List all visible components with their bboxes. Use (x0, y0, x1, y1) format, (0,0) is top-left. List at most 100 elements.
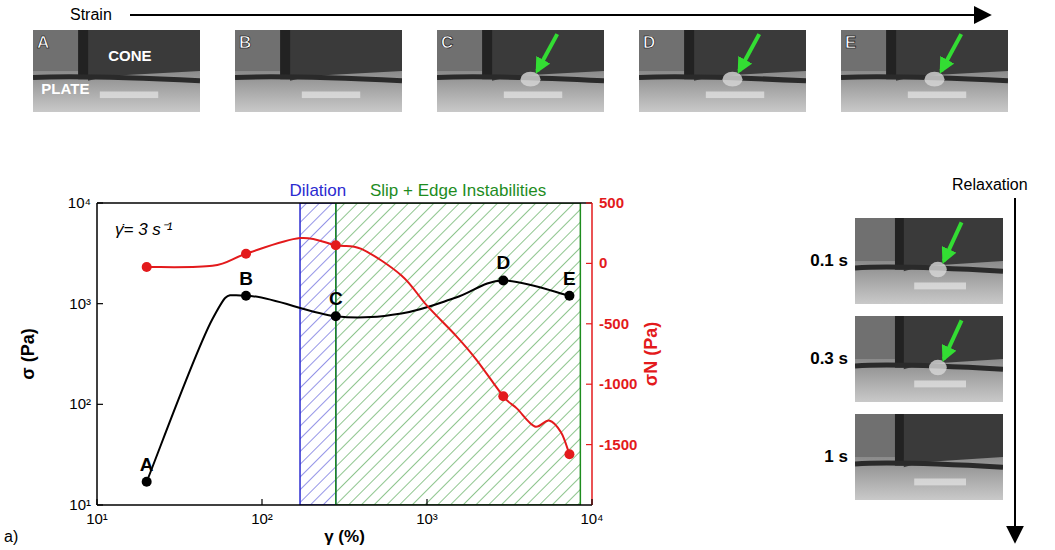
edge (855, 267, 1003, 271)
photo-bg (437, 30, 604, 112)
spindle (895, 316, 904, 368)
spindle (482, 30, 492, 79)
y-tick (97, 404, 103, 405)
cone-label: CONE (108, 47, 151, 64)
y-tick (97, 303, 103, 304)
y2-tick (586, 384, 592, 385)
y-tick-label: 10⁴ (68, 194, 91, 211)
cone (285, 30, 402, 81)
photo-bg (235, 30, 402, 112)
reflection (914, 479, 966, 486)
photo-bg (33, 30, 200, 112)
series-line (147, 280, 570, 481)
strain-arrow (130, 14, 990, 16)
x-tick (426, 499, 427, 505)
photo (639, 30, 806, 112)
photo (855, 218, 1003, 304)
frame-letter: C (441, 33, 453, 52)
relaxation-time: 1 s (824, 447, 848, 466)
blob (929, 360, 947, 375)
point-label: A (140, 454, 154, 475)
cone (83, 30, 200, 81)
edge (855, 365, 1003, 369)
photo-bg (841, 30, 1008, 112)
region (300, 203, 336, 505)
region-label: Dilation (290, 181, 347, 200)
green-arrow (944, 320, 962, 359)
frame-letter: B (239, 33, 251, 52)
data-point (142, 477, 152, 487)
y2-axis-title: σN (Pa) (641, 322, 661, 386)
relaxation-arrow (1014, 198, 1016, 542)
y-tick-label: 10¹ (69, 496, 91, 513)
y-axis-title: σ (Pa) (18, 328, 38, 379)
photo (437, 30, 604, 112)
edge (437, 77, 604, 81)
y2-tick-label: -500 (599, 315, 629, 332)
data-point (564, 291, 574, 301)
y2-tick (586, 202, 592, 203)
y-tick (97, 504, 103, 505)
spindle (684, 30, 694, 79)
edge (639, 77, 806, 81)
x-axis (97, 504, 592, 506)
plate (235, 71, 402, 112)
y2-tick (586, 323, 592, 324)
y-tick (97, 202, 103, 203)
photo-bg (855, 414, 1003, 500)
plate (855, 261, 1003, 304)
frame-letter: D (643, 33, 655, 52)
plate (639, 71, 806, 112)
relaxation-time: 0.1 s (810, 251, 848, 270)
annotation: γ̇= 3 s⁻¹ (115, 220, 173, 239)
region-label: Slip + Edge Instabilities (370, 181, 546, 200)
spindle (886, 30, 896, 79)
y2-axis (591, 203, 593, 505)
relaxation-time: 0.3 s (810, 349, 848, 368)
spindle (895, 218, 904, 270)
series-line (147, 238, 570, 454)
point-label: E (563, 268, 576, 289)
edge (235, 77, 402, 81)
plate (855, 457, 1003, 500)
plate (33, 71, 200, 112)
data-point (498, 391, 508, 401)
reflection (914, 283, 966, 290)
green-arrow (537, 34, 557, 71)
plate (855, 359, 1003, 402)
y-tick-label: 10³ (69, 295, 91, 312)
data-point (241, 249, 251, 259)
photo (841, 30, 1008, 112)
cone (899, 414, 1003, 467)
data-point (331, 311, 341, 321)
panel-label: a) (4, 528, 18, 545)
reflection (706, 92, 764, 99)
data-point (142, 262, 152, 272)
green-arrow (739, 34, 759, 71)
data-point (498, 275, 508, 285)
x-tick-label: 10² (251, 510, 273, 527)
reflection (504, 92, 562, 99)
blob (925, 72, 945, 87)
y-axis (96, 203, 98, 505)
data-point (241, 291, 251, 301)
cone (899, 218, 1003, 271)
cone (899, 316, 1003, 369)
photo-bg (855, 218, 1003, 304)
reflection (100, 92, 158, 99)
x-tick (261, 499, 262, 505)
plate-label: PLATE (41, 80, 89, 97)
plot-data (142, 203, 581, 505)
point-label: C (329, 288, 343, 309)
y2-tick-label: 0 (599, 254, 607, 271)
spindle (895, 414, 904, 466)
reflection (914, 381, 966, 388)
cone (487, 30, 604, 81)
x-tick-label: 10³ (416, 510, 438, 527)
frame-letter: E (845, 33, 856, 52)
photo (235, 30, 402, 112)
data-point (331, 240, 341, 250)
point-label: B (239, 268, 253, 289)
figure: StrainACONEPLATEBCDERelaxation0.1 s0.3 s… (0, 0, 1055, 550)
reflection (908, 92, 966, 99)
